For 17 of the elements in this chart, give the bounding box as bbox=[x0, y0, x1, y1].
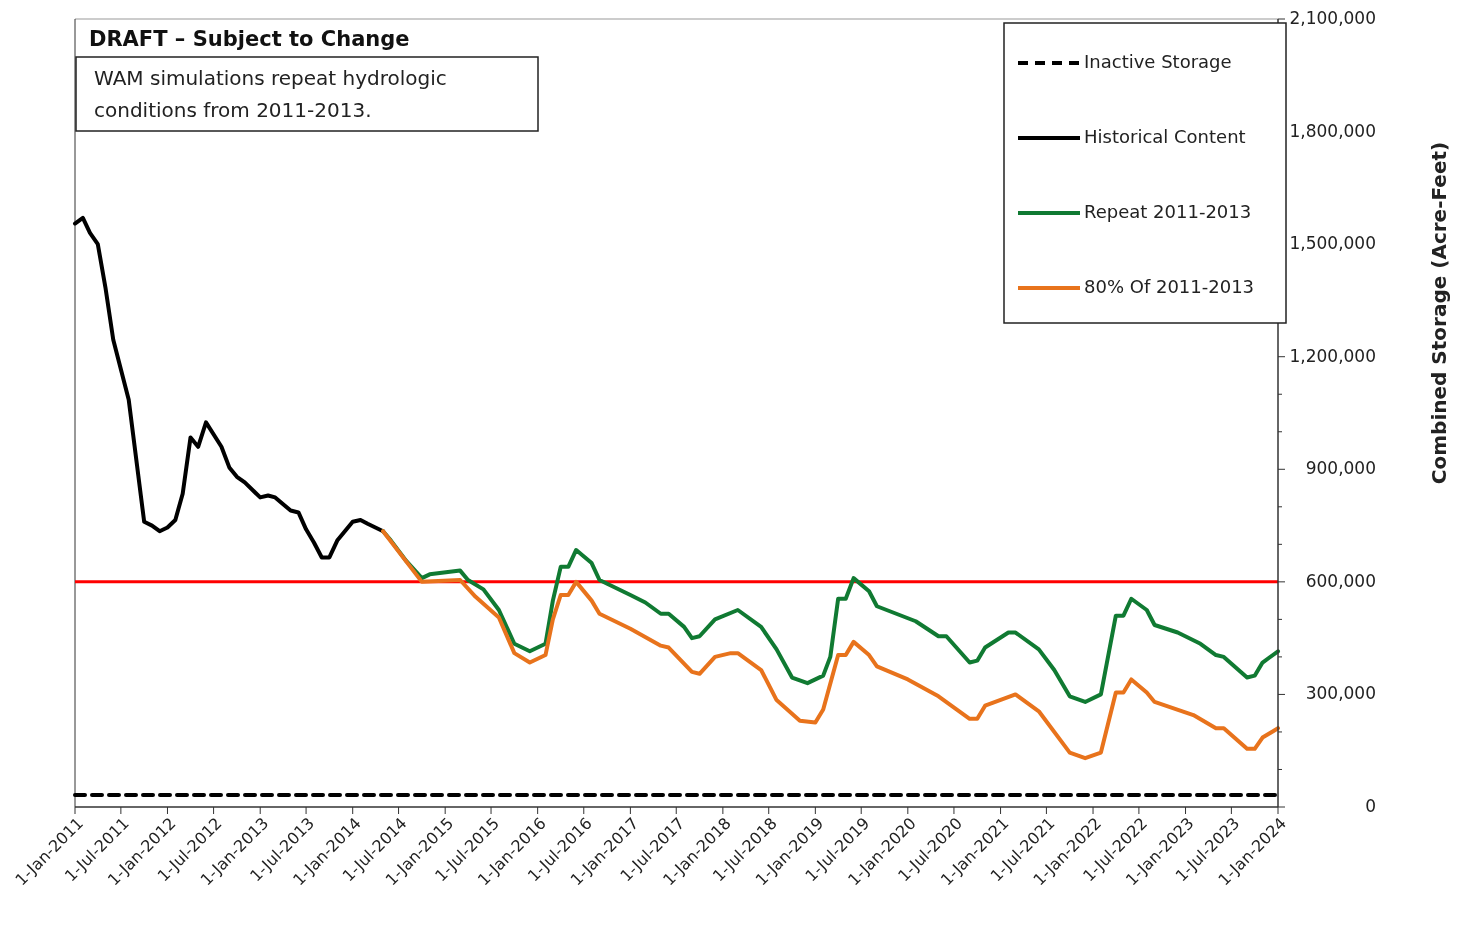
annotation: WAM simulations repeat hydrologic conditions from 2011-2013. bbox=[94, 66, 447, 122]
y-tick-label: 1,500,000 bbox=[1289, 233, 1376, 254]
y-tick-label: 900,000 bbox=[1305, 458, 1376, 479]
y-tick-label: 1,200,000 bbox=[1289, 345, 1376, 366]
y-axis-title: Combined Storage (Acre-Feet) bbox=[1427, 141, 1451, 485]
legend-label: Inactive Storage bbox=[1084, 51, 1232, 72]
y-tick-label: 600,000 bbox=[1305, 570, 1376, 591]
chart-title: DRAFT – Subject to Change bbox=[89, 27, 410, 51]
y-tick-label: 2,100,000 bbox=[1289, 8, 1376, 28]
legend-label: Historical Content bbox=[1084, 126, 1246, 147]
line-series bbox=[381, 529, 1280, 761]
y-tick-label: 0 bbox=[1365, 796, 1376, 816]
y-tick-label: 300,000 bbox=[1305, 683, 1376, 704]
note-box: WAM simulations repeat hydrologic conditions from 2011-2013. bbox=[75, 56, 539, 132]
legend-label: 80% Of 2011-2013 bbox=[1084, 276, 1255, 297]
legend-label: Repeat 2011-2013 bbox=[1084, 201, 1252, 222]
y-tick-label: 1,800,000 bbox=[1289, 120, 1376, 141]
